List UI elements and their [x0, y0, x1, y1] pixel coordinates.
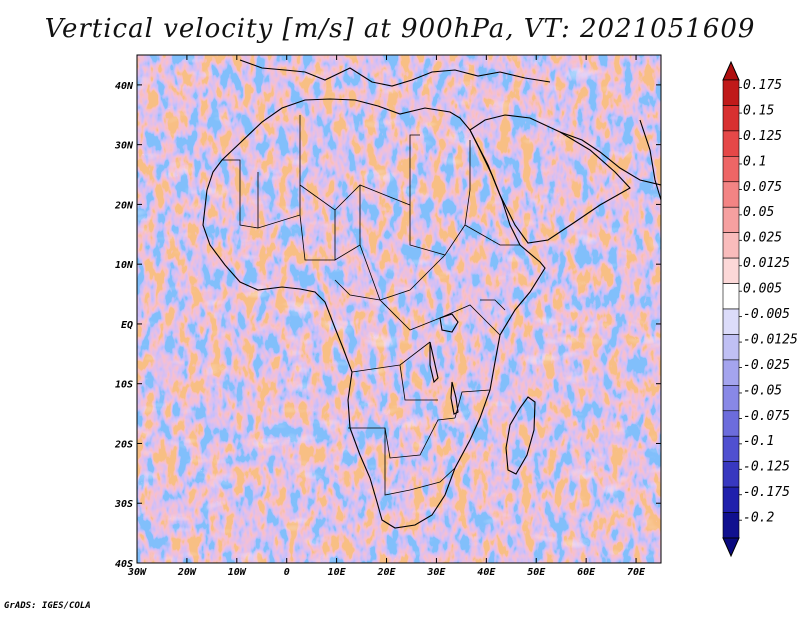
persian-coast	[559, 131, 661, 186]
lat-tick-label: 30S	[114, 499, 133, 510]
vertical-velocity-field	[137, 55, 661, 563]
colorbar-label: 0.005	[743, 282, 782, 297]
colorbar-segment	[722, 359, 740, 386]
colorbar-label: 0.1	[743, 154, 766, 169]
lat-tick-label: 10S	[115, 380, 133, 391]
colorbar-label: -0.2	[743, 511, 774, 526]
lat-tick-label: 10N	[115, 260, 134, 271]
colorbar-label: 0.075	[743, 180, 782, 195]
lon-tick-label: 30W	[127, 567, 147, 578]
colorbar-segment	[722, 435, 740, 462]
colorbar-label: -0.075	[743, 409, 790, 424]
grads-credit: GrADS: IGES/COLA	[4, 601, 91, 611]
colorbar: 0.175 0.15 0.125 0.1 0.075 0.05 0.025 0.0125 0.0…	[722, 60, 798, 558]
colorbar-segment	[722, 385, 740, 412]
lon-tick-label: 0	[284, 567, 290, 578]
lat-tick-label: 40N	[115, 81, 134, 92]
colorbar-segment	[722, 308, 740, 335]
colorbar-segment	[722, 283, 740, 310]
chart-title: Vertical velocity [m/s] at 900hPa, VT: 2…	[44, 14, 756, 44]
map-axes: 30W 20W 10W 0 10E 20E 30E 40E 50E 60E 70E 40S 30S 20S…	[114, 55, 661, 578]
lon-tick-label: 70E	[627, 567, 646, 578]
colorbar-label: -0.05	[743, 383, 782, 398]
colorbar-segment	[722, 257, 740, 284]
madagascar-coastline	[505, 396, 536, 475]
lon-tick-label: 50E	[527, 567, 546, 578]
europe-coastline	[239, 59, 551, 87]
colorbar-segment	[722, 79, 740, 106]
lon-tick-label: 20E	[376, 567, 396, 578]
colorbar-segment	[722, 206, 740, 233]
arabian-peninsula-coastline	[469, 114, 631, 244]
colorbar-label: 0.175	[743, 78, 782, 93]
colorbar-segment	[722, 232, 740, 259]
colorbar-label: -0.125	[743, 460, 790, 475]
colorbar-label: 0.05	[743, 205, 774, 220]
colorbar-segment	[722, 512, 740, 539]
lon-tick-label: 20W	[177, 567, 197, 578]
lat-tick-label: EQ	[121, 320, 133, 331]
colorbar-top-arrow	[722, 60, 740, 81]
colorbar-label: -0.1	[743, 434, 774, 449]
india-coast	[639, 119, 661, 201]
map-frame	[136, 54, 662, 564]
colorbar-label: 0.15	[743, 103, 774, 118]
lat-tick-label: 20S	[114, 439, 133, 450]
colorbar-label: -0.005	[743, 307, 790, 322]
colorbar-bottom-arrow	[722, 537, 740, 558]
colorbar-label: -0.175	[743, 485, 790, 500]
lon-tick-label: 10E	[328, 567, 347, 578]
lat-tick-label: 20N	[114, 200, 134, 211]
colorbar-segment	[722, 156, 740, 183]
colorbar-segment	[722, 461, 740, 488]
colorbar-segment	[722, 486, 740, 513]
colorbar-segment	[722, 410, 740, 437]
colorbar-label: -0.025	[743, 358, 790, 373]
country-borders	[222, 115, 520, 496]
lat-tick-label: 30N	[114, 141, 134, 152]
lon-tick-label: 30E	[426, 567, 446, 578]
colorbar-segment	[722, 105, 740, 132]
lon-tick-label: 40E	[477, 567, 496, 578]
lon-tick-label: 10W	[228, 567, 247, 578]
map-panel	[136, 54, 662, 564]
colorbar-label: -0.0125	[743, 332, 798, 347]
colorbar-segment	[722, 130, 740, 157]
colorbar-label: 0.025	[743, 231, 782, 246]
colorbar-label: 0.0125	[743, 256, 790, 271]
colorbar-segment	[722, 181, 740, 208]
colorbar-segment	[722, 334, 740, 361]
lon-tick-label: 60E	[577, 567, 596, 578]
colorbar-label: 0.125	[743, 129, 782, 144]
lake-victoria	[439, 313, 459, 333]
lake-tanganyika	[429, 341, 439, 384]
lat-tick-label: 40S	[115, 559, 133, 570]
